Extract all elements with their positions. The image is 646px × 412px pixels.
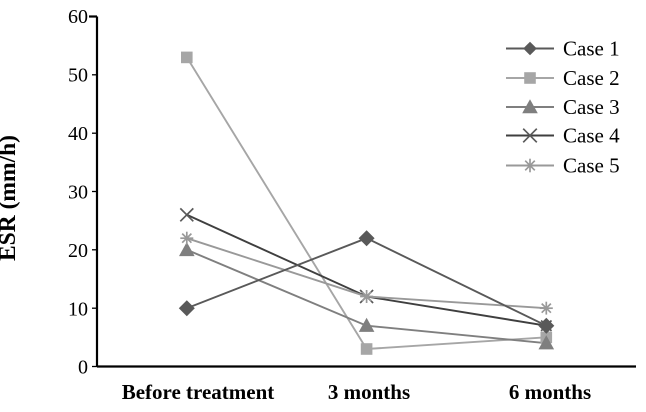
svg-text:50: 50 — [68, 65, 88, 87]
svg-text:Case 1: Case 1 — [563, 37, 620, 61]
svg-text:ESR (mm/h): ESR (mm/h) — [0, 135, 21, 261]
svg-text:Before treatment: Before treatment — [122, 380, 275, 404]
svg-text:20: 20 — [68, 240, 88, 262]
svg-text:0: 0 — [78, 357, 88, 379]
svg-text:3 months: 3 months — [328, 380, 410, 404]
svg-text:6 months: 6 months — [509, 380, 591, 404]
svg-text:Case 2: Case 2 — [563, 66, 620, 90]
svg-text:10: 10 — [68, 299, 88, 321]
svg-text:40: 40 — [68, 123, 88, 145]
svg-text:30: 30 — [68, 182, 88, 204]
svg-text:Case 5: Case 5 — [563, 154, 620, 178]
svg-text:Case 4: Case 4 — [563, 124, 620, 148]
svg-text:60: 60 — [68, 6, 88, 28]
svg-text:Case 3: Case 3 — [563, 95, 620, 119]
